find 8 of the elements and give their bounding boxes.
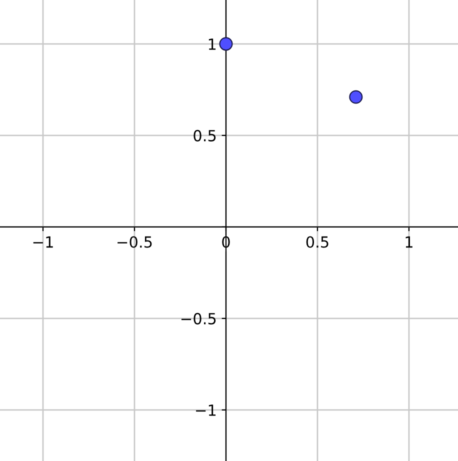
- x-tick-label: −1: [33, 236, 53, 248]
- x-tick-label: −0.5: [118, 236, 152, 248]
- x-tick-label: 1: [406, 236, 412, 248]
- y-tick-label: −0.5: [181, 312, 216, 324]
- y-tick-label: 0.5: [194, 130, 216, 142]
- y-tick-label: 1: [208, 38, 216, 50]
- x-tick-label: 0.5: [306, 236, 328, 248]
- y-tick-label: −1: [196, 404, 216, 416]
